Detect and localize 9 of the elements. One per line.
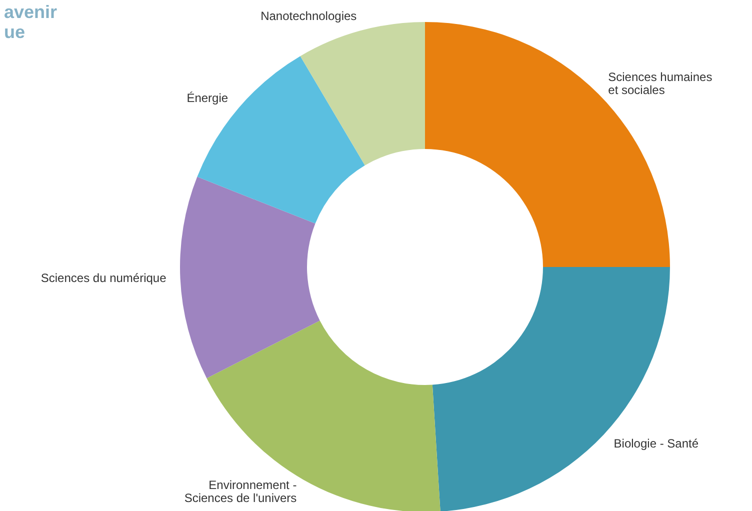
slice-label: Sciences humaines et sociales — [608, 70, 712, 98]
slice-label: Biologie - Santé — [614, 436, 699, 450]
slice-label: Énergie — [186, 90, 228, 105]
slice-label: Environnement - Sciences de l'univers — [184, 478, 297, 506]
donut-slice — [300, 22, 425, 166]
donut-slice — [180, 176, 320, 378]
chart-title: avenir ue — [4, 2, 58, 42]
slice-label: Sciences du numérique — [40, 271, 167, 286]
slice-label: Nanotechnologies — [260, 9, 357, 24]
